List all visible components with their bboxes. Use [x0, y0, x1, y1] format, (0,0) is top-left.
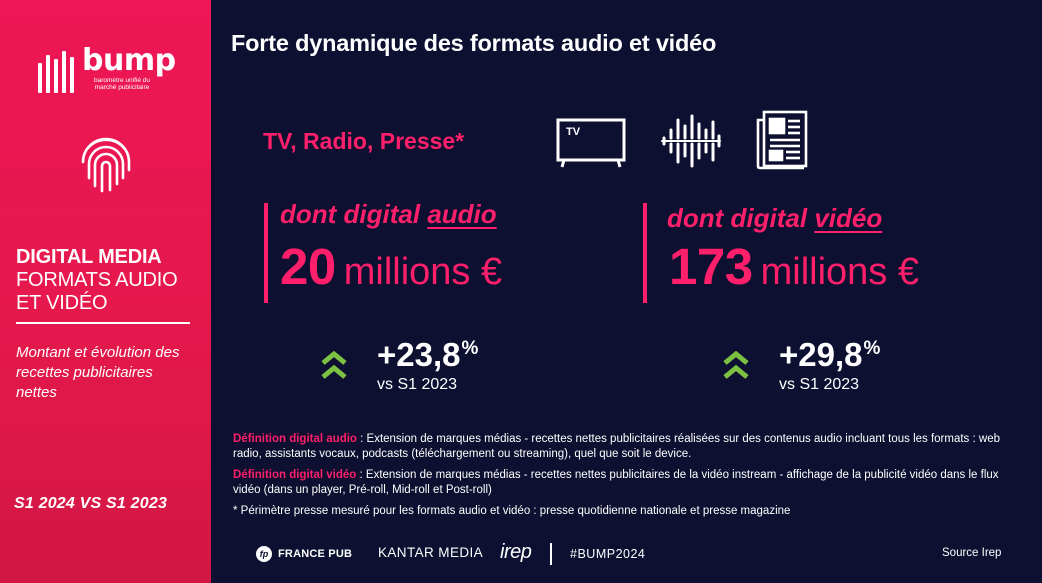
scope-footnote: * Périmètre presse mesuré pour les forma… — [233, 505, 791, 517]
audio-amount: 20 millions € — [280, 237, 502, 296]
logo-tagline: baromètre unifié du marché publicitaire — [93, 77, 150, 91]
video-amount-unit: millions € — [760, 251, 919, 293]
audio-growth: +23,8% vs S1 2023 — [320, 336, 540, 402]
sidebar-description: Montant et évolution des recettes public… — [16, 344, 180, 401]
footer-separator — [550, 543, 552, 565]
audio-amount-unit: millions € — [343, 251, 503, 293]
bump-logo: bump baromètre unifié du marché publicit… — [38, 43, 178, 95]
video-amount: 173 millions € — [669, 237, 919, 296]
double-chevron-up-icon — [321, 350, 347, 379]
france-pub-badge-icon: fp — [256, 546, 272, 562]
audio-growth-comparison: vs S1 2023 — [377, 376, 458, 393]
audio-amount-number: 20 — [280, 238, 336, 295]
tv-icon-label: TV — [566, 126, 581, 138]
definition-audio: Définition digital audio : Extension de … — [233, 433, 1000, 460]
video-amount-number: 173 — [669, 238, 753, 295]
sidebar-title-line3: ET VIDÉO — [16, 292, 108, 314]
audio-growth-percent: +23,8% — [377, 336, 479, 373]
sidebar-title-line1: DIGITAL MEDIA — [16, 246, 162, 268]
logo-bars-icon — [38, 51, 74, 93]
video-label: dont digital vidéo — [667, 203, 883, 233]
double-chevron-up-icon — [723, 350, 749, 379]
audio-accent-bar — [264, 203, 268, 303]
irep-logo: irep — [500, 541, 532, 563]
definitions: Définition digital audio : Extension de … — [233, 432, 1008, 525]
sidebar: bump baromètre unifié du marché publicit… — [0, 0, 211, 583]
newspaper-icon — [756, 110, 808, 170]
video-growth: +29,8% vs S1 2023 — [722, 336, 942, 402]
page-title: Forte dynamique des formats audio et vid… — [231, 30, 717, 56]
video-growth-comparison: vs S1 2023 — [779, 376, 860, 393]
sidebar-divider — [16, 322, 190, 324]
video-accent-bar — [643, 203, 647, 303]
hashtag: #BUMP2024 — [570, 547, 646, 561]
audio-label: dont digital audio — [280, 199, 497, 229]
video-growth-percent: +29,8% — [779, 336, 881, 373]
sidebar-period: S1 2024 VS S1 2023 — [14, 495, 168, 512]
tv-icon: TV — [556, 118, 626, 168]
footer: fp FRANCE PUB KANTAR MEDIA irep #BUMP202… — [256, 540, 1016, 570]
scope-label: TV, Radio, Presse* — [263, 128, 465, 154]
sidebar-title: DIGITAL MEDIA FORMATS AUDIO ET VIDÉO — [16, 246, 178, 315]
radio-waveform-icon — [661, 114, 721, 168]
fingerprint-icon — [81, 137, 131, 193]
kantar-media-logo: KANTAR MEDIA — [378, 545, 484, 560]
france-pub-logo: fp FRANCE PUB — [256, 546, 352, 562]
digital-audio-block: dont digital audio 20 millions € — [264, 199, 564, 303]
source-note: Source Irep — [942, 547, 1002, 559]
definition-video: Définition digital vidéo : Extension de … — [233, 469, 999, 496]
digital-video-block: dont digital vidéo 173 millions € — [643, 203, 973, 303]
logo-word: bump — [82, 43, 176, 78]
sidebar-title-line2: FORMATS AUDIO — [16, 269, 178, 291]
